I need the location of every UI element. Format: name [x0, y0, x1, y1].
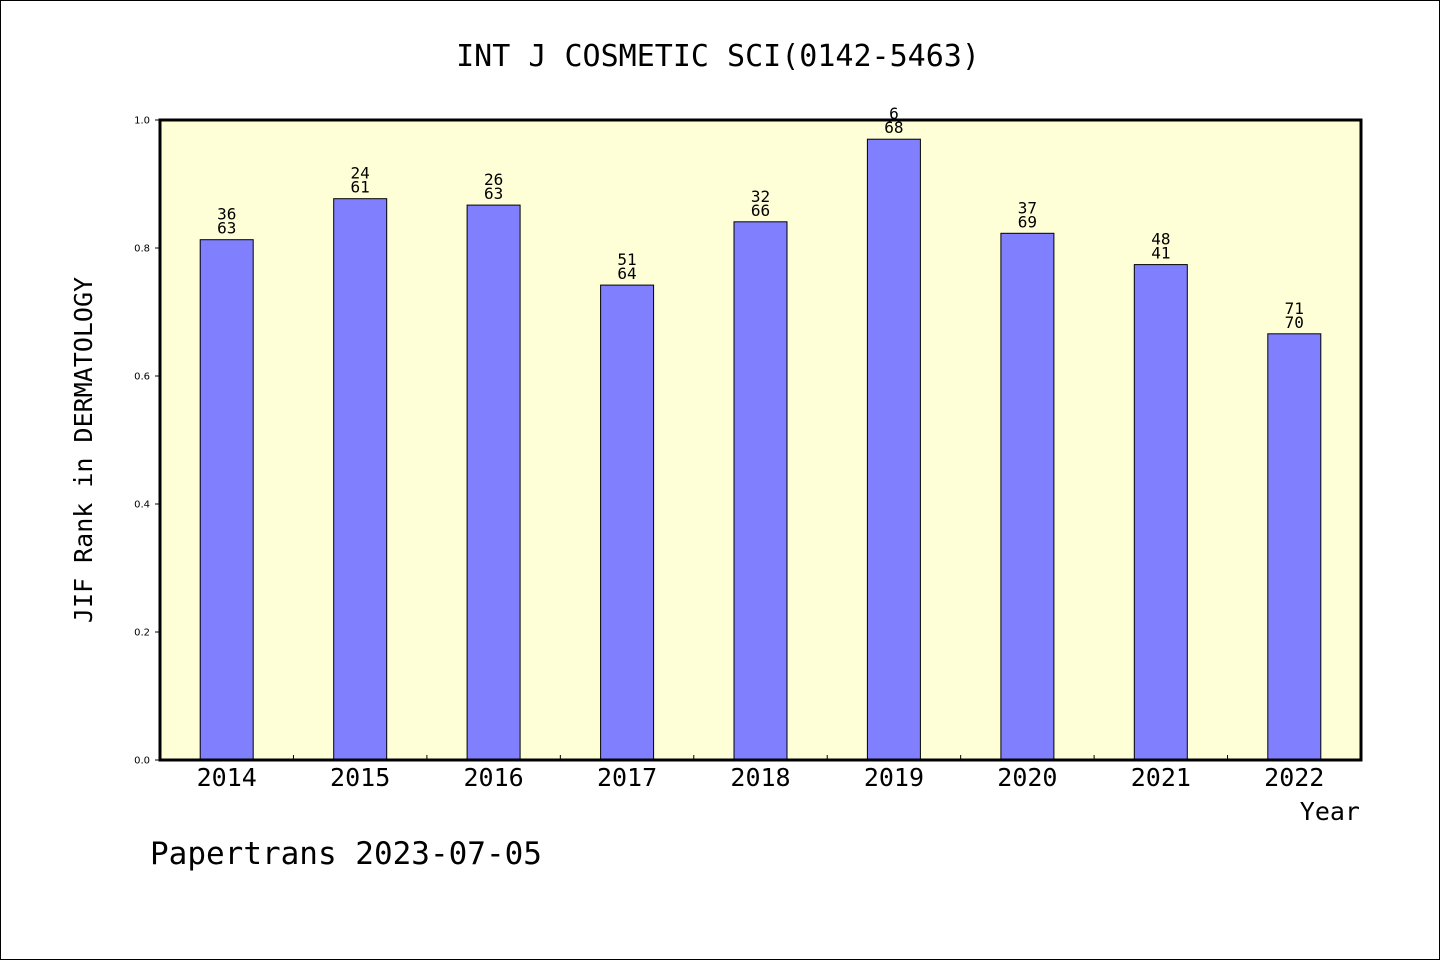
y-tick-label-3: 0.6	[134, 372, 150, 383]
bar-label-top-2018: 32	[751, 187, 770, 206]
bar-label-bottom-2018: 66	[751, 201, 770, 220]
bar-label-top-2017: 51	[617, 250, 636, 269]
bar-label-top-2014: 36	[217, 205, 236, 224]
y-tick-label-4: 0.8	[134, 244, 150, 255]
bar-2019	[866, 138, 921, 761]
y-tick-label-2: 0.4	[134, 500, 150, 511]
bar-label-bottom-2014: 63	[217, 219, 236, 238]
y-axis-label: JIF Rank in DERMATOLOGY	[69, 277, 98, 623]
x-axis: 2014 2015 2016 2017 2018 2019 2020 2021 2022	[197, 755, 1324, 792]
bar-label-top-2015: 24	[351, 164, 370, 183]
x-tick-label-2015: 2015	[330, 763, 390, 792]
x-tick-label-2014: 2014	[197, 763, 257, 792]
x-tick-label-2022: 2022	[1264, 763, 1324, 792]
chart-title: INT J COSMETIC SCI(0142-5463)	[456, 39, 980, 74]
y-axis: 0.0 0.2 0.4 0.6 0.8 1.0	[134, 116, 160, 767]
bar-2021	[1133, 264, 1188, 761]
bar-2022	[1267, 333, 1322, 761]
x-tick-label-2017: 2017	[597, 763, 657, 792]
bar-label-bottom-2019: 68	[884, 118, 903, 137]
bar-label-bottom-2022: 70	[1285, 313, 1304, 332]
bar-label-top-2022: 71	[1285, 299, 1304, 318]
x-axis-label: Year	[1300, 797, 1360, 826]
bars-group	[199, 138, 1322, 761]
bar-label-bottom-2016: 63	[484, 184, 503, 203]
bar-label-bottom-2015: 61	[351, 178, 370, 197]
x-tick-label-2016: 2016	[464, 763, 524, 792]
bar-label-bottom-2021: 41	[1151, 244, 1170, 263]
bar-label-top-2020: 37	[1018, 198, 1037, 217]
x-tick-label-2020: 2020	[997, 763, 1057, 792]
x-tick-label-2019: 2019	[864, 763, 924, 792]
bar-2018	[733, 221, 788, 761]
x-tick-label-2018: 2018	[730, 763, 790, 792]
bar-label-top-2019: 6	[889, 104, 899, 123]
bar-2017	[600, 284, 655, 761]
y-tick-label-0: 0.0	[134, 756, 150, 767]
y-tick-label-5: 1.0	[134, 116, 150, 127]
x-tick-label-2021: 2021	[1131, 763, 1191, 792]
bar-2015	[333, 198, 388, 761]
y-tick-label-1: 0.2	[134, 628, 150, 639]
bar-2014	[199, 239, 254, 761]
bar-label-bottom-2017: 64	[617, 264, 636, 283]
footer-credit: Papertrans 2023-07-05	[150, 836, 542, 872]
bar-label-top-2016: 26	[484, 170, 503, 189]
bar-label-bottom-2020: 69	[1018, 212, 1037, 231]
plot-border	[158, 118, 1363, 762]
bar-2020	[1000, 232, 1055, 761]
bar-2016	[466, 204, 521, 761]
bar-label-top-2021: 48	[1151, 230, 1170, 249]
